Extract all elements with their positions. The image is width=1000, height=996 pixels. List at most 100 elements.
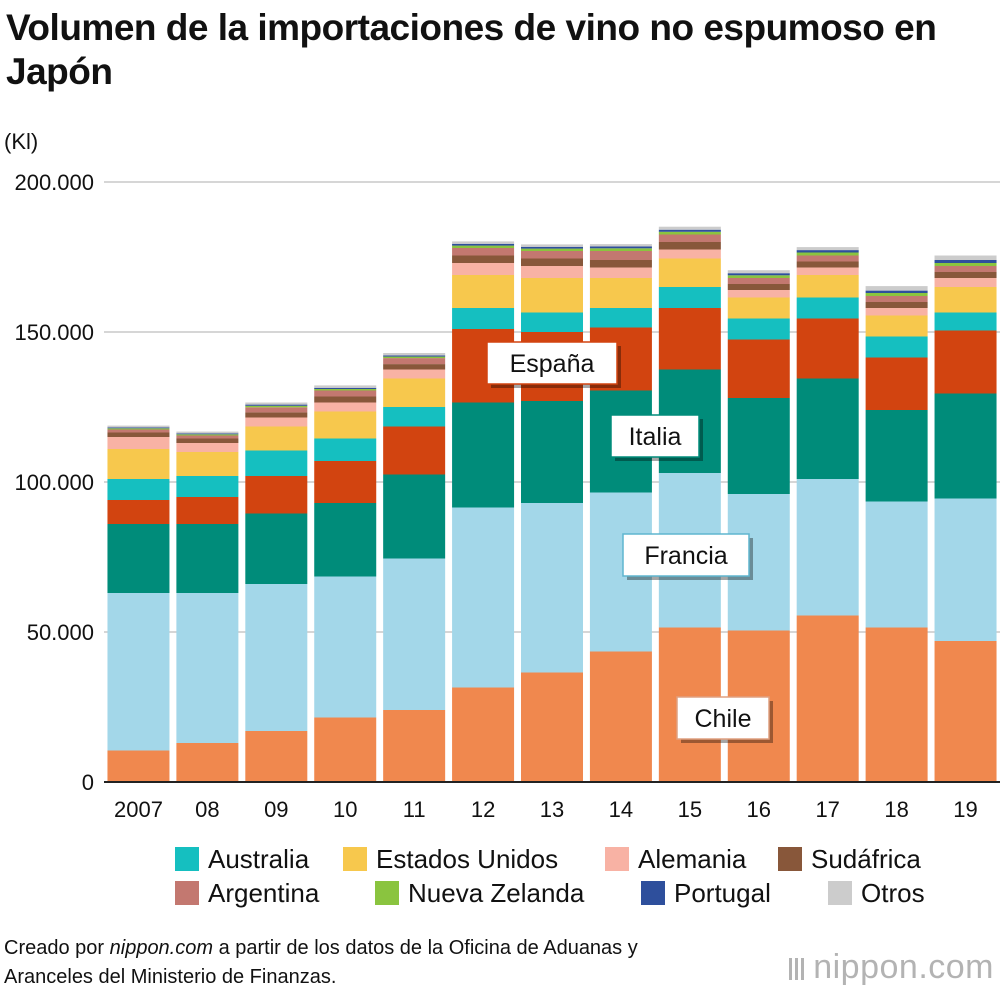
- bar-segment-chile: [865, 627, 928, 782]
- bar-segment-chile: [589, 651, 652, 782]
- bar-segment-otros: [452, 241, 515, 244]
- bar-segment-otros: [521, 244, 583, 247]
- bar-segment-espana: [865, 357, 928, 410]
- bar-segment-italia: [452, 402, 515, 508]
- bar-segment-italia: [314, 503, 377, 577]
- bar-segment-argentina: [796, 255, 859, 262]
- bar-segment-nueva-zelanda: [383, 356, 446, 359]
- bar-segment-portugal: [314, 387, 377, 389]
- bar-segment-alemania: [383, 369, 446, 379]
- bar-segment-espana: [727, 339, 790, 398]
- annotation-label: Italia: [629, 423, 682, 451]
- bar-segment-chile: [314, 717, 377, 782]
- bar-segment-australia: [383, 407, 446, 427]
- annotation-box: [676, 696, 770, 740]
- annotation-box: [486, 341, 618, 385]
- bar-segment-australia: [727, 318, 790, 340]
- bar-segment-australia: [934, 312, 997, 331]
- bar-segment-francia: [452, 507, 515, 688]
- source-site: nippon.com: [109, 937, 214, 959]
- legend-label: Australia: [208, 843, 310, 874]
- x-tick-label: 15: [678, 797, 702, 822]
- bar-segment-italia: [796, 378, 859, 479]
- bar-segment-otros: [796, 247, 859, 251]
- legend-label: Portugal: [674, 877, 771, 908]
- legend-item-otros: Otros: [828, 878, 925, 909]
- bar-segment-argentina: [107, 429, 170, 433]
- bar-segment-francia: [176, 593, 239, 743]
- bar-segment-otros: [314, 385, 377, 388]
- bar-segment-sudafrica: [934, 272, 997, 278]
- bar-segment-espana: [658, 308, 721, 370]
- legend-item-alemania: Alemania: [605, 844, 778, 875]
- legend-swatch: [641, 881, 665, 905]
- bar-segment-chile: [383, 710, 446, 782]
- bar-segment-sudafrica: [589, 260, 652, 268]
- bar-segment-estados-unidos: [865, 315, 928, 337]
- bar-segment-italia: [934, 393, 997, 499]
- x-tick-label: 2007: [114, 797, 163, 822]
- bar-segment-argentina: [865, 296, 928, 302]
- bar-segment-estados-unidos: [107, 449, 170, 479]
- y-axis-unit-label: (Kl): [4, 129, 38, 154]
- bar-segment-argentina: [934, 266, 997, 272]
- bar-segment-estados-unidos: [727, 297, 790, 319]
- bar-segment-espana: [176, 497, 239, 524]
- bar-segment-portugal: [934, 260, 997, 263]
- bar-segment-nueva-zelanda: [934, 263, 997, 266]
- bar-segment-alemania: [314, 402, 377, 412]
- bar-segment-portugal: [383, 355, 446, 357]
- bar-segment-francia: [245, 584, 308, 731]
- bar-segment-francia: [934, 498, 997, 641]
- x-tick-label: 08: [195, 797, 219, 822]
- bar-segment-nueva-zelanda: [727, 275, 790, 278]
- bar-segment-otros: [383, 353, 446, 356]
- bar-segment-estados-unidos: [245, 426, 308, 451]
- bar-segment-chile: [245, 731, 308, 782]
- bar-segment-portugal: [589, 246, 652, 249]
- annotation-box: [622, 533, 750, 577]
- bar-segment-francia: [521, 503, 583, 673]
- bar-segment-portugal: [727, 273, 790, 276]
- bar-segment-chile: [452, 687, 515, 782]
- x-tick-label: 18: [884, 797, 908, 822]
- legend-label: Nueva Zelanda: [408, 877, 585, 908]
- x-tick-label: 09: [264, 797, 288, 822]
- x-tick-label: 19: [953, 797, 977, 822]
- bar-segment-nueva-zelanda: [658, 231, 721, 235]
- y-tick-label: 200.000: [14, 170, 94, 195]
- annotation-box: [610, 414, 700, 458]
- bar-segment-otros: [865, 286, 928, 291]
- bar-segment-australia: [107, 479, 170, 500]
- bar-segment-argentina: [658, 234, 721, 242]
- bar-segment-otros: [589, 244, 652, 247]
- annotation-label: Chile: [695, 705, 752, 733]
- legend-item-nueva-zelanda: Nueva Zelanda: [375, 878, 641, 909]
- bar-segment-nueva-zelanda: [107, 428, 170, 430]
- bar-segment-chile: [521, 672, 583, 782]
- bar-segment-nueva-zelanda: [314, 389, 377, 391]
- bar-segment-alemania: [934, 278, 997, 287]
- legend-item-portugal: Portugal: [641, 878, 828, 909]
- bar-segment-francia: [314, 576, 377, 718]
- bar-segment-argentina: [452, 248, 515, 256]
- bar-segment-australia: [658, 287, 721, 308]
- logo-text: nippon.com: [813, 948, 994, 986]
- legend-swatch: [343, 847, 367, 871]
- bar-segment-espana: [934, 330, 997, 394]
- bar-segment-portugal: [452, 243, 515, 246]
- bar-segment-argentina: [727, 278, 790, 284]
- bar-segment-alemania: [245, 417, 308, 427]
- bar-segment-espana: [383, 426, 446, 475]
- x-tick-label: 16: [747, 797, 771, 822]
- bar-segment-argentina: [314, 390, 377, 397]
- bar-segment-australia: [521, 312, 583, 332]
- legend-label: Alemania: [638, 843, 747, 874]
- legend-row-2: Argentina Nueva Zelanda Portugal Otros: [175, 876, 975, 910]
- bar-segment-otros: [658, 226, 721, 230]
- bar-segment-alemania: [796, 267, 859, 275]
- bar-segment-italia: [107, 524, 170, 593]
- bar-segment-alemania: [865, 308, 928, 316]
- legend-swatch: [375, 881, 399, 905]
- x-tick-label: 12: [471, 797, 495, 822]
